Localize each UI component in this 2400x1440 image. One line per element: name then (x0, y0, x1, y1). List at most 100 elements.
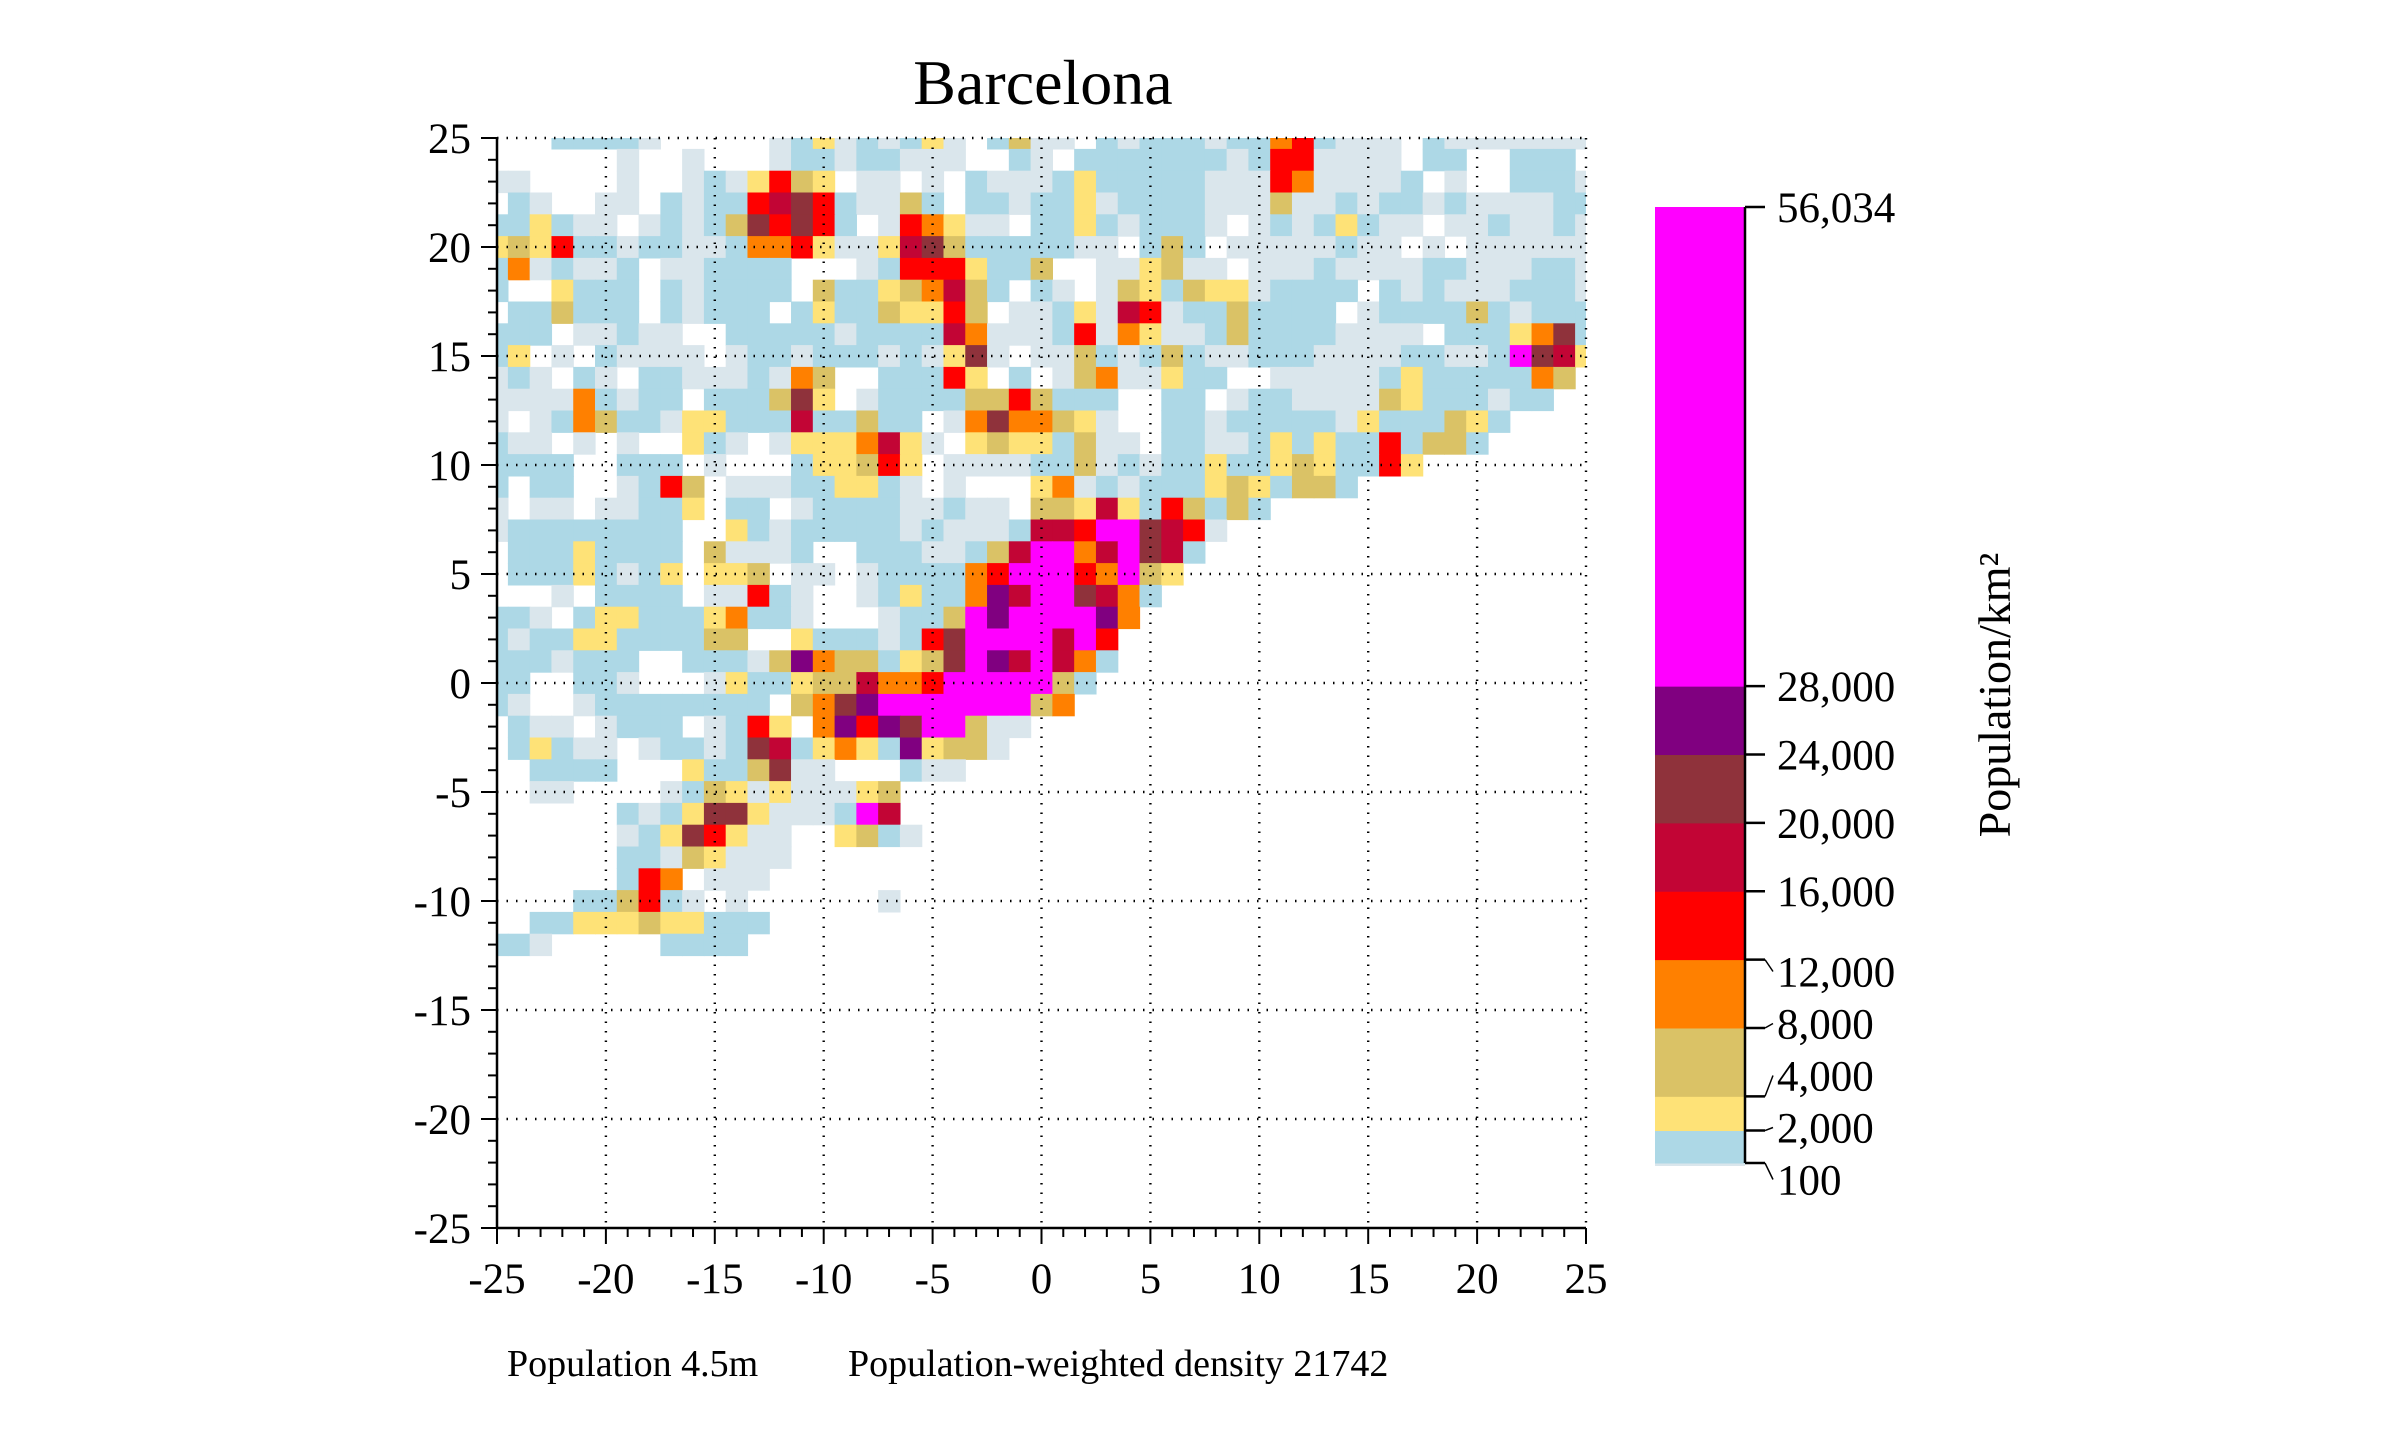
density-cell (769, 138, 792, 150)
density-cell (682, 345, 705, 368)
density-cell (943, 388, 966, 412)
density-cell (943, 497, 966, 521)
y-tick-label: -10 (414, 879, 471, 926)
density-cell (497, 497, 509, 521)
density-cell (1074, 236, 1097, 259)
density-cell (1313, 323, 1337, 346)
density-cell (573, 563, 596, 586)
density-cell (1291, 366, 1315, 390)
y-tick-label: -25 (414, 1206, 471, 1253)
density-cell (834, 148, 857, 172)
footer-weighted-density: Population-weighted density 21742 (848, 1343, 1388, 1385)
density-cell (638, 541, 661, 564)
density-cell (1030, 606, 1053, 630)
density-cell (1291, 138, 1315, 150)
density-cell (616, 584, 640, 608)
density-cell (1313, 170, 1337, 194)
density-cell (1466, 214, 1489, 237)
density-cell (682, 781, 705, 804)
density-cell (987, 737, 1010, 760)
density-cell (769, 606, 792, 630)
density-cell (1248, 170, 1271, 194)
density-cell (616, 138, 640, 150)
density-cell (595, 541, 618, 564)
density-cell (1095, 148, 1119, 172)
density-cell (682, 911, 705, 935)
density-cell (899, 432, 923, 455)
density-cell (878, 824, 901, 848)
density-cell (1357, 257, 1380, 281)
colorbar-bin (1655, 959, 1745, 1029)
density-cell (899, 323, 923, 346)
density-cell (497, 345, 509, 368)
density-cell (1008, 606, 1032, 630)
density-cell (1270, 345, 1293, 368)
density-cell (1117, 563, 1141, 586)
density-cell (834, 519, 857, 542)
density-cell (703, 257, 727, 281)
density-cell (965, 214, 988, 237)
density-cell (856, 824, 879, 848)
density-cell (497, 672, 509, 695)
density-cell (1400, 301, 1424, 324)
density-cell (791, 759, 814, 782)
density-cell (1074, 650, 1097, 673)
density-cell (834, 475, 857, 499)
density-cell (725, 737, 749, 760)
density-cell (834, 737, 857, 760)
density-cell (507, 606, 531, 630)
density-cell (551, 497, 574, 521)
density-cell (616, 192, 640, 215)
density-cell (747, 584, 770, 608)
density-cell (1095, 138, 1119, 150)
density-cell (1052, 388, 1075, 412)
density-cell (616, 824, 640, 848)
density-cell (703, 170, 727, 194)
density-cell (943, 563, 966, 586)
density-cell (878, 192, 901, 215)
density-cell (812, 323, 836, 346)
density-cell (1335, 432, 1358, 455)
density-cell (703, 563, 727, 586)
density-cell (1553, 345, 1576, 368)
density-cell (595, 737, 618, 760)
density-cell (682, 650, 705, 673)
density-cell (1030, 475, 1053, 499)
density-cell (1139, 214, 1162, 237)
density-cell (725, 650, 749, 673)
density-cell (682, 824, 705, 848)
density-cell (834, 715, 857, 739)
density-cell (1531, 323, 1554, 346)
density-cell (1204, 454, 1228, 477)
density-cell (1313, 148, 1337, 172)
density-cell (1117, 497, 1141, 521)
density-cell (682, 432, 705, 455)
density-cell (1030, 628, 1053, 651)
density-cell (1226, 323, 1250, 346)
colorbar-tick-label: 16,000 (1777, 869, 1895, 916)
density-cell (529, 911, 553, 935)
density-cell (1487, 301, 1511, 324)
density-cell (638, 802, 661, 826)
density-cell (682, 737, 705, 760)
density-cell (1052, 366, 1075, 390)
density-cell (1095, 192, 1119, 215)
density-cell (1074, 672, 1097, 695)
density-cell (573, 519, 596, 542)
density-cell (899, 148, 923, 172)
density-cell (1030, 301, 1053, 324)
density-cell (1095, 388, 1119, 412)
density-cell (1248, 257, 1271, 281)
density-cell (529, 214, 553, 237)
density-cell (1335, 475, 1358, 499)
density-cell (1117, 454, 1141, 477)
density-cell (1008, 693, 1032, 717)
density-cell (834, 279, 857, 303)
density-cell (1074, 584, 1097, 608)
density-cell (834, 454, 857, 477)
density-cell (747, 323, 770, 346)
density-cell (1248, 214, 1271, 237)
density-cell (834, 410, 857, 433)
density-cell (1248, 192, 1271, 215)
density-cell (725, 628, 749, 651)
